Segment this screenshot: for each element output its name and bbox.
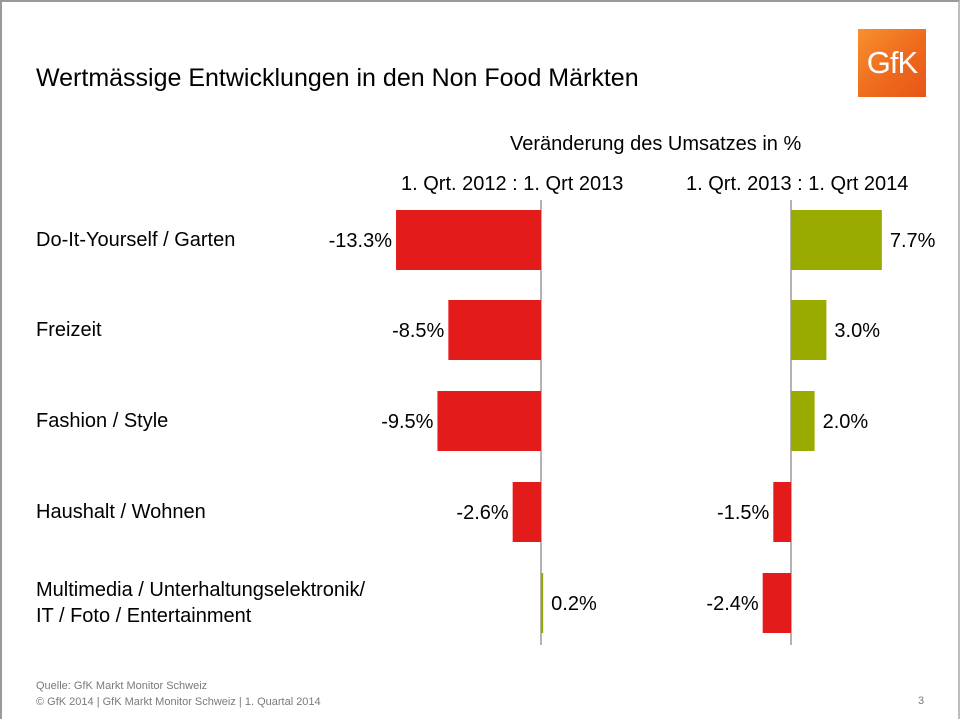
bar-series2-cat4	[773, 482, 791, 542]
chart-title: Veränderung des Umsatzes in %	[510, 133, 802, 155]
category-label-line: Do-It-Yourself / Garten	[36, 229, 236, 251]
data-label-series1-cat2: -8.5%	[392, 320, 444, 342]
copyright-note: © GfK 2014 | GfK Markt Monitor Schweiz |…	[36, 696, 321, 708]
data-label-series1-cat5: 0.2%	[551, 593, 597, 615]
series-label-2: 1. Qrt. 2013 : 1. Qrt 2014	[686, 173, 909, 195]
data-label-series2-cat3: 2.0%	[823, 411, 869, 433]
bar-series1-cat3	[437, 391, 541, 451]
bar-series2-cat2	[791, 300, 827, 360]
data-label-series2-cat1: 7.7%	[890, 230, 936, 252]
category-label: Haushalt / Wohnen	[36, 499, 206, 525]
bar-series2-cat3	[791, 391, 815, 451]
data-label-series2-cat4: -1.5%	[717, 502, 769, 524]
bar-series2-cat5	[762, 573, 791, 633]
logo-text: GfK	[866, 45, 918, 80]
category-label-line: Multimedia / Unterhaltungselektronik/	[36, 579, 366, 601]
bar-series1-cat5	[541, 573, 544, 633]
category-label-line: Haushalt / Wohnen	[36, 501, 206, 523]
bar-series2-cat1	[791, 210, 882, 270]
category-label: Multimedia / Unterhaltungselektronik/IT …	[36, 577, 365, 629]
category-label: Do-It-Yourself / Garten	[36, 227, 235, 253]
source-note: Quelle: GfK Markt Monitor Schweiz	[36, 680, 208, 692]
category-label-line: Fashion / Style	[36, 410, 169, 432]
data-label-series1-cat1: -13.3%	[329, 230, 393, 252]
gfk-logo-icon: GfK	[858, 29, 926, 97]
category-label-line: IT / Foto / Entertainment	[36, 605, 252, 627]
category-label-line: Freizeit	[36, 319, 102, 341]
category-label: Freizeit	[36, 317, 102, 343]
series-label-1: 1. Qrt. 2012 : 1. Qrt 2013	[401, 173, 624, 195]
data-label-series2-cat5: -2.4%	[706, 593, 758, 615]
data-label-series1-cat4: -2.6%	[456, 502, 508, 524]
data-label-series2-cat2: 3.0%	[834, 320, 880, 342]
page-number: 3	[918, 695, 925, 707]
bar-series1-cat1	[396, 210, 541, 270]
data-label-series1-cat3: -9.5%	[381, 411, 433, 433]
bar-series1-cat2	[448, 300, 541, 360]
slide-title: Wertmässige Entwicklungen in den Non Foo…	[36, 64, 639, 92]
category-label: Fashion / Style	[36, 408, 168, 434]
bar-series1-cat4	[512, 482, 541, 542]
